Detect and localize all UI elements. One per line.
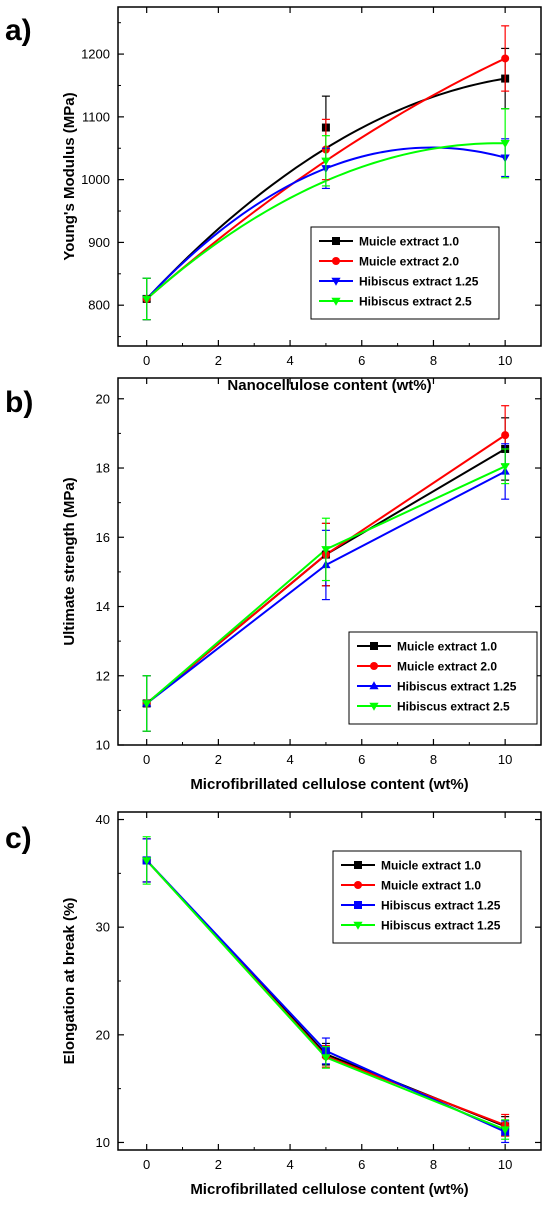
data-point [142,857,152,866]
legend-entry: Muicle extract 2.0 [397,660,497,674]
legend-entry: Hibiscus extract 1.25 [381,899,501,913]
legend: Muicle extract 1.0 Muicle extract 2.0 Hibi… [310,226,500,320]
legend-box [348,631,538,725]
legend: Muicle extract 1.0 Muicle extract 2.0 Hibi… [348,631,538,725]
x-axis-title: Microfibrillated cellulose content (wt%) [190,776,468,793]
legend-entry: Muicle extract 2.0 [359,255,459,269]
legend-swatch-marker [353,921,363,930]
y-tick-label: 20 [96,391,110,406]
x-axis-title: Microfibrillated cellulose content (wt%) [190,1181,468,1198]
x-tick-label: 2 [215,353,222,368]
x-tick-label: 10 [498,752,512,767]
data-point [321,546,331,555]
y-tick-label: 12 [96,668,110,683]
y-tick-label: 20 [96,1027,110,1042]
x-tick-label: 0 [143,1157,150,1172]
legend-box [310,226,500,320]
axes-frame [117,6,542,347]
y-tick-label: 1000 [81,172,110,187]
data-point [500,463,510,472]
y-tick-label: 14 [96,599,110,614]
data-point [321,157,331,166]
legend-swatch-marker [354,881,362,889]
legend-entry: Muicle extract 1.0 [359,235,459,249]
y-tick-label: 800 [88,298,110,313]
x-tick-label: 6 [358,752,365,767]
legend-swatch-marker [370,662,378,670]
legend-entry: Muicle extract 1.0 [381,859,481,873]
legend-entry: Hibiscus extract 2.5 [359,295,472,309]
data-point [501,431,510,440]
legend-swatch-marker [354,861,362,869]
data-point [321,1054,331,1063]
y-axis-title: Young's Modulus (MPa) [61,92,78,260]
x-tick-label: 0 [143,752,150,767]
y-tick-label: 30 [96,920,110,935]
legend-swatch-marker [354,901,362,909]
legend-swatch-marker [332,257,340,265]
x-tick-label: 0 [143,353,150,368]
data-point [142,295,152,304]
legend-swatch-marker [369,702,379,711]
x-axis-title: Nanocellulose content (wt%) [227,377,431,394]
chart-panel-a: a) 0 2 4 6 8 10 800 900 1000 1100 1200 Nanocellulose… [5,6,542,394]
x-tick-label: 8 [430,1157,437,1172]
x-tick-label: 2 [215,1157,222,1172]
legend-swatch-marker [331,297,341,306]
legend-swatch-marker [331,277,341,286]
panel-label: b) [5,386,33,419]
legend-entry: Hibiscus extract 1.25 [381,919,501,933]
x-tick-label: 4 [286,353,293,368]
legend: Muicle extract 1.0 Muicle extract 1.0 Hibi… [332,850,522,944]
y-axis-title: Ultimate strength (MPa) [61,477,78,645]
x-tick-label: 6 [358,1157,365,1172]
legend-entry: Muicle extract 1.0 [397,640,497,654]
legend-box [332,850,522,944]
x-tick-label: 8 [430,353,437,368]
y-tick-label: 10 [96,1135,110,1150]
y-tick-label: 18 [96,461,110,476]
panel-label: c) [5,822,32,855]
legend-swatch-marker [370,642,378,650]
legend-entry: Hibiscus extract 1.25 [397,680,517,694]
legend-swatch-marker [369,681,379,690]
y-tick-label: 900 [88,235,110,250]
data-point [142,700,152,709]
chart-panel-c: c) 0 2 4 6 8 10 10 20 30 40 Microfibrillated cellul… [5,811,542,1198]
y-tick-label: 40 [96,812,110,827]
data-point [500,140,510,149]
y-tick-label: 16 [96,530,110,545]
x-tick-label: 6 [358,353,365,368]
y-tick-label: 1200 [81,47,110,62]
x-tick-label: 2 [215,752,222,767]
x-tick-label: 8 [430,752,437,767]
x-tick-label: 10 [498,353,512,368]
data-point [501,54,510,63]
x-tick-label: 4 [286,1157,293,1172]
x-tick-label: 4 [286,752,293,767]
legend-swatch-marker [332,237,340,245]
legend-entry: Hibiscus extract 1.25 [359,275,479,289]
axes-frame [117,377,542,746]
y-axis-title: Elongation at break (%) [61,898,78,1065]
chart-panel-b: b) 0 2 4 6 8 10 10 12 14 16 18 20 Microfibrillated ce… [5,377,542,793]
panel-label: a) [5,14,32,47]
x-tick-label: 10 [498,1157,512,1172]
legend-entry: Hibiscus extract 2.5 [397,700,510,714]
data-point [500,1126,510,1135]
legend-entry: Muicle extract 1.0 [381,879,481,893]
y-tick-label: 10 [96,738,110,753]
y-tick-label: 1100 [82,109,110,124]
